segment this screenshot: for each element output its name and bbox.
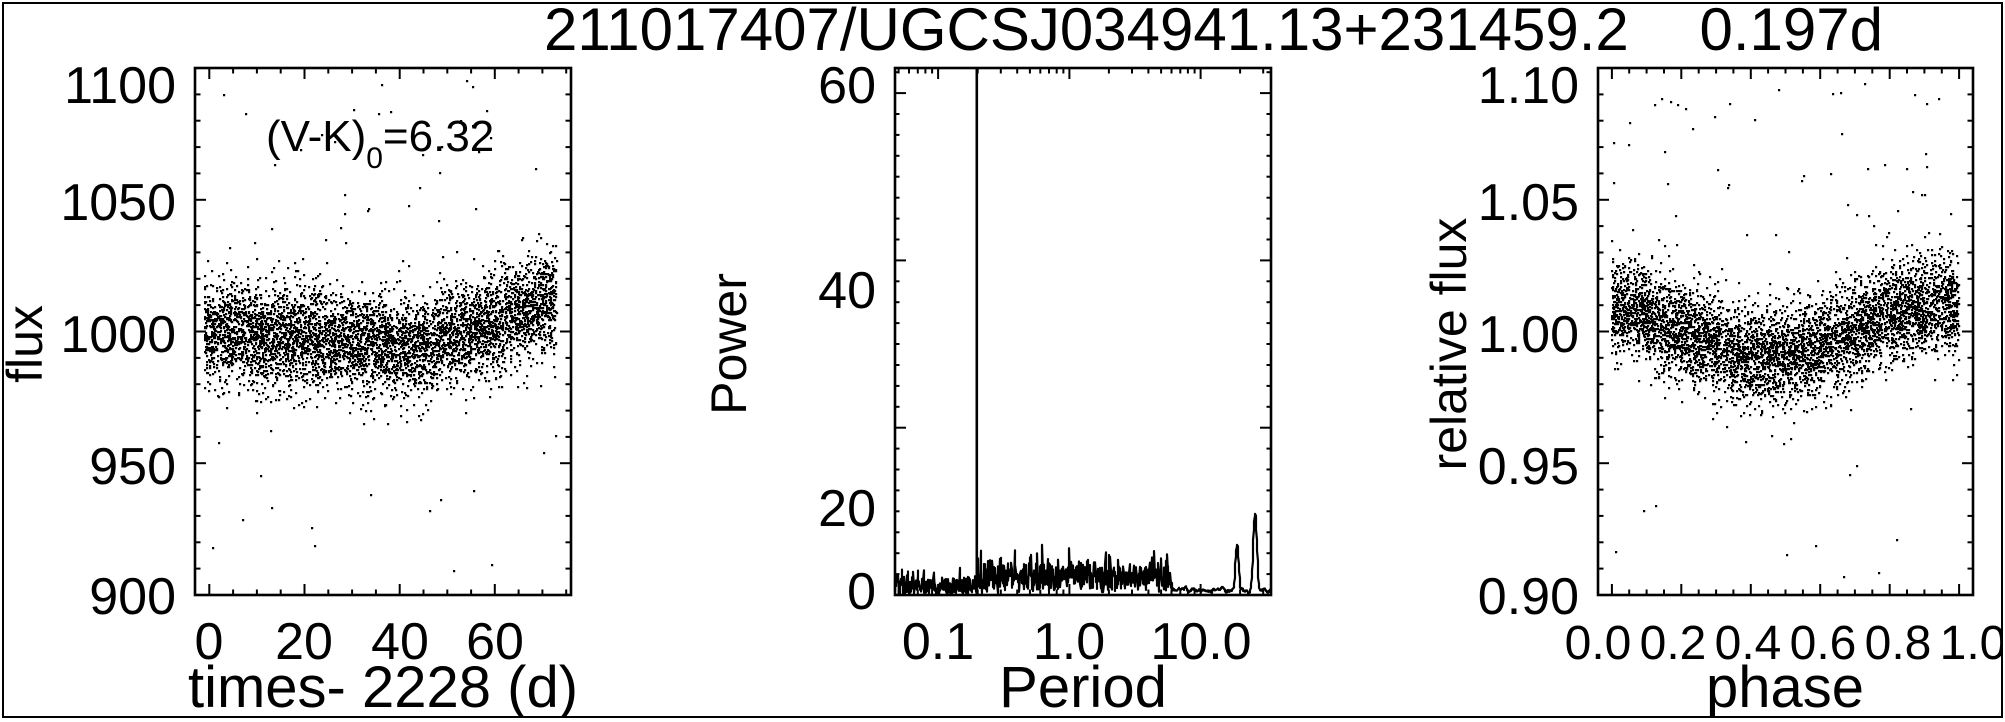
svg-text:0.2: 0.2: [1640, 617, 1707, 670]
svg-text:1.10: 1.10: [1478, 57, 1579, 115]
svg-text:relative flux: relative flux: [1421, 218, 1477, 471]
svg-text:times- 2228 (d): times- 2228 (d): [188, 655, 578, 718]
svg-text:0.1: 0.1: [902, 613, 974, 671]
svg-text:20: 20: [818, 480, 876, 538]
svg-text:Period: Period: [999, 655, 1167, 718]
svg-text:900: 900: [89, 568, 176, 626]
svg-text:phase: phase: [1706, 655, 1864, 718]
svg-text:211017407/UGCSJ034941.13+23145: 211017407/UGCSJ034941.13+231459.2: [544, 4, 1629, 63]
svg-text:1.0: 1.0: [1940, 617, 2003, 670]
svg-text:0.197d: 0.197d: [1699, 4, 1883, 63]
svg-text:Power: Power: [701, 273, 757, 415]
svg-text:flux: flux: [4, 305, 53, 383]
svg-text:0.8: 0.8: [1865, 617, 1932, 670]
svg-text:1050: 1050: [60, 174, 176, 232]
svg-text:60: 60: [818, 57, 876, 115]
svg-text:1.00: 1.00: [1478, 306, 1579, 364]
svg-text:1.05: 1.05: [1478, 174, 1579, 232]
svg-text:0.0: 0.0: [1565, 617, 1632, 670]
svg-text:1000: 1000: [60, 306, 176, 364]
svg-text:950: 950: [89, 438, 176, 496]
svg-text:0.95: 0.95: [1478, 438, 1579, 496]
svg-text:40: 40: [818, 262, 876, 320]
svg-text:1100: 1100: [64, 57, 176, 115]
svg-text:0: 0: [847, 563, 876, 621]
